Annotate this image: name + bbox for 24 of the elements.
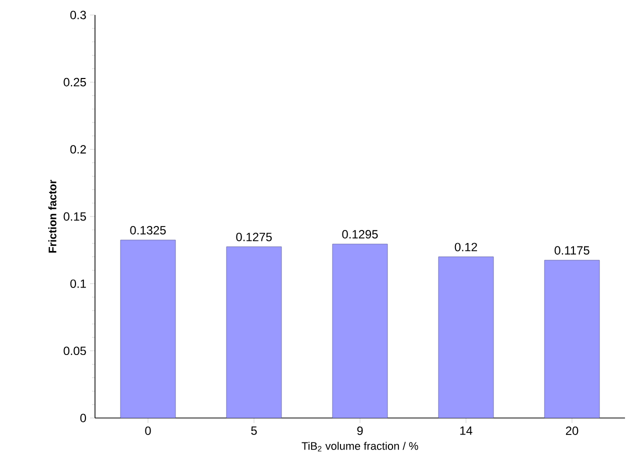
x-tick-label: 9 [357, 426, 363, 435]
y-tick-label: 0.15 [64, 212, 86, 221]
bar [226, 246, 282, 418]
bar [438, 256, 494, 418]
y-tick-label: 0.05 [64, 346, 86, 356]
data-label: 0.1275 [236, 232, 272, 242]
data-label: 0.1175 [554, 246, 590, 255]
x-axis-title: TiB$_{2}$ volume fraction / % [302, 442, 418, 452]
y-tick-label: 0.1 [70, 279, 86, 288]
y-axis-title: Friction factor [48, 180, 56, 253]
y-tick-label: 0.3 [70, 10, 86, 20]
y-tick-label: 0 [80, 414, 86, 422]
data-label: 0.1325 [130, 226, 166, 234]
x-tick-label: 20 [566, 426, 578, 435]
bar [332, 244, 388, 418]
bar [120, 240, 176, 418]
data-label: 0.1295 [342, 230, 378, 239]
y-tick-label: 0.25 [64, 78, 86, 86]
x-tick-label: 5 [251, 426, 257, 435]
x-tick-label: 0 [145, 426, 151, 435]
data-label: 0.12 [454, 242, 478, 252]
bar [544, 260, 600, 418]
y-tick-label: 0.2 [70, 145, 86, 154]
x-tick-label: 14 [460, 426, 472, 435]
